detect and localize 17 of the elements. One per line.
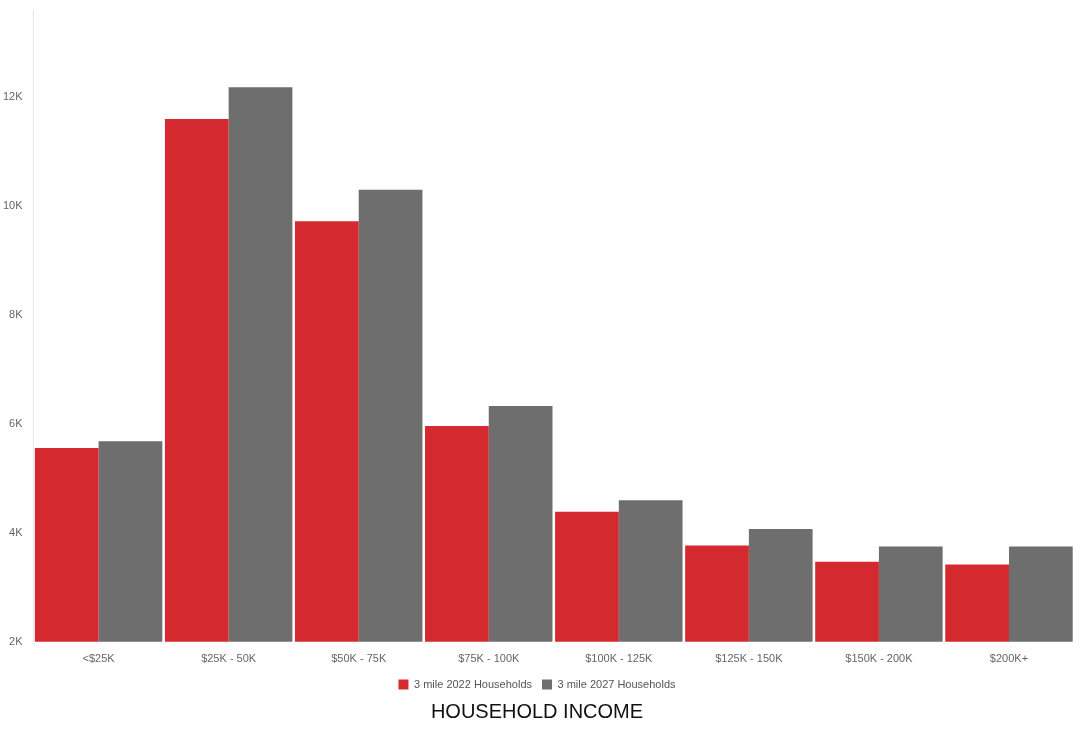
y-tick-label: 8K: [9, 308, 24, 321]
y-tick-label: 2K: [9, 634, 24, 647]
legend-label: 3 mile 2027 Households: [557, 677, 677, 690]
text: HOUSEHOLD INCOME: [429, 700, 645, 723]
x-tick-label: $50K - 75K: [331, 652, 387, 665]
x-tick-label: $125K - 150K: [715, 652, 784, 665]
y-tick-label: 12K: [2, 90, 24, 103]
x-tick-label: $25K - 50K: [201, 652, 257, 665]
x-tick-label: $150K - 200K: [845, 652, 914, 665]
y-tick-label: 10K: [2, 199, 24, 212]
x-tick-label: $100K - 125K: [585, 652, 654, 665]
legend-label: 3 mile 2022 Households: [413, 677, 533, 690]
y-tick-label: 4K: [9, 525, 24, 538]
y-tick-label: 6K: [9, 416, 24, 429]
x-tick-label: $200K+: [989, 652, 1029, 665]
x-tick-label: $75K - 100K: [458, 652, 520, 665]
x-tick-label: <$25K: [82, 652, 116, 665]
